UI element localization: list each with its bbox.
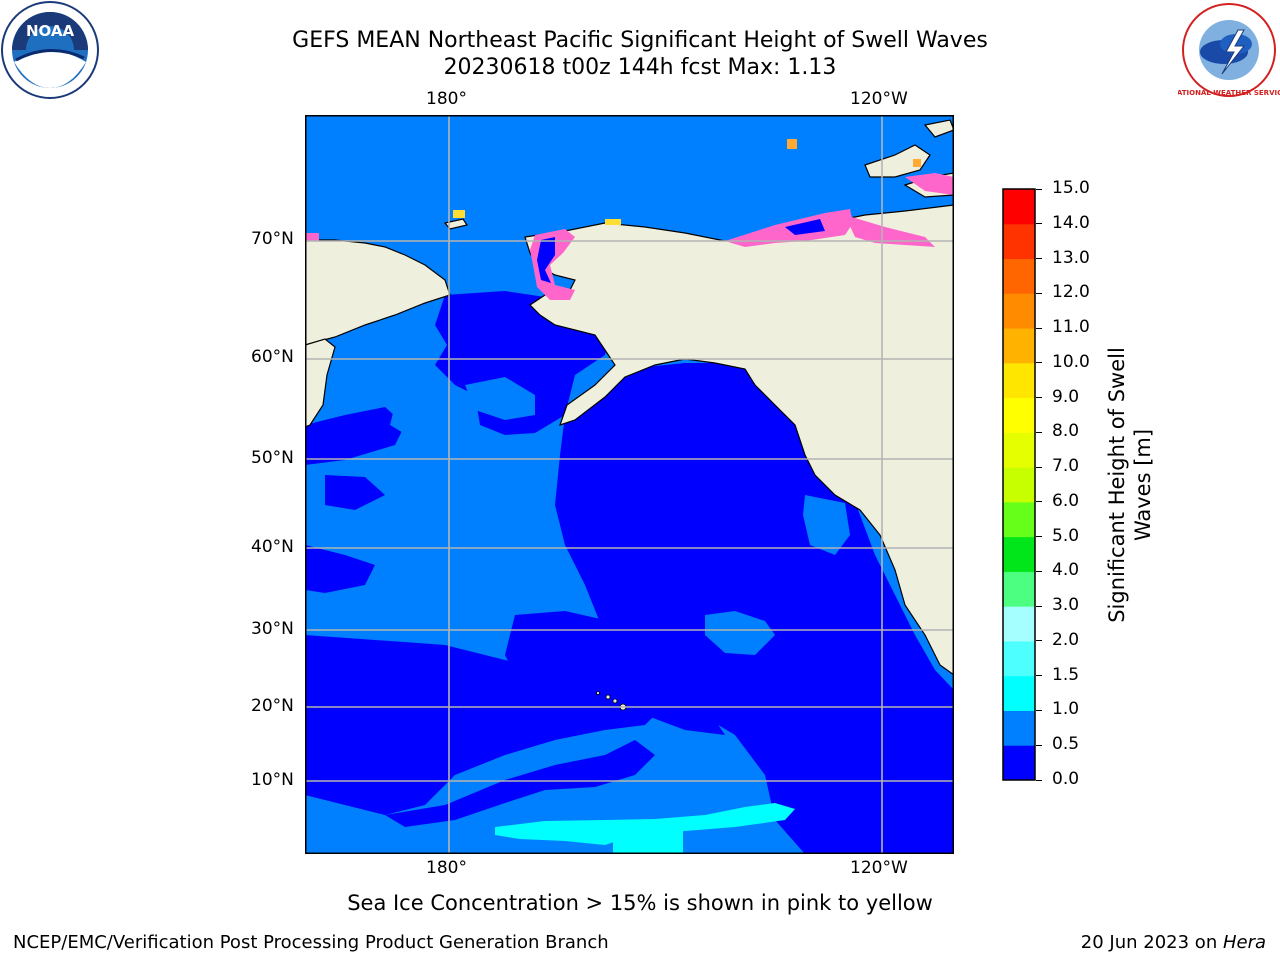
- sea-ice-regions: [305, 139, 954, 300]
- colorbar-tick-mark: [1036, 362, 1042, 364]
- footer-right: 20 Jun 2023 on Hera: [1081, 932, 1266, 953]
- land-masses: [305, 119, 954, 676]
- noaa-logo: NOAA: [1, 1, 99, 99]
- colorbar-tick-mark: [1036, 605, 1042, 607]
- colorbar-segment: [1003, 606, 1035, 642]
- lat-label-70n: 70°N: [251, 229, 294, 249]
- map-frame: [305, 115, 954, 854]
- colorbar-tick-label: 3.0: [1052, 595, 1080, 616]
- lon-label-bottom-120w: 120°W: [850, 858, 908, 878]
- nws-logo-text: NATIONAL WEATHER SERVICE: [1178, 89, 1280, 97]
- colorbar-segment: [1003, 189, 1035, 225]
- lon-label-bottom-180: 180°: [426, 858, 467, 878]
- colorbar-segment: [1003, 293, 1035, 329]
- lat-label-50n: 50°N: [251, 448, 294, 468]
- colorbar-tick-mark: [1036, 292, 1042, 294]
- colorbar-tick-mark: [1036, 397, 1042, 399]
- colorbar-tick-label: 1.0: [1052, 699, 1080, 720]
- plot-subtitle: 20230618 t00z 144h fcst Max: 1.13: [443, 55, 837, 80]
- colorbar-tick-mark: [1036, 223, 1042, 225]
- colorbar-tick-mark: [1036, 501, 1042, 503]
- lat-label-20n: 20°N: [251, 696, 294, 716]
- colorbar-tick-label: 9.0: [1052, 386, 1080, 407]
- colorbar-tick-label: 0.0: [1052, 769, 1080, 789]
- colorbar-tick-label: 8.0: [1052, 421, 1080, 442]
- colorbar-tick-label: 13.0: [1052, 247, 1090, 268]
- colorbar-tick-mark: [1036, 536, 1042, 538]
- colorbar-tick-label: 11.0: [1052, 317, 1090, 338]
- noaa-logo-text: NOAA: [26, 22, 75, 40]
- colorbar-tick-label: 7.0: [1052, 456, 1080, 477]
- colorbar-tick-mark: [1036, 188, 1042, 190]
- lat-label-60n: 60°N: [251, 347, 294, 367]
- colorbar-tick-mark: [1036, 675, 1042, 677]
- colorbar-tick-mark: [1036, 640, 1042, 642]
- colorbar-segment: [1003, 467, 1035, 503]
- colorbar-tick-mark: [1036, 258, 1042, 260]
- colorbar-tick-label: 12.0: [1052, 282, 1090, 303]
- colorbar-segment: [1003, 397, 1035, 433]
- colorbar-segment: [1003, 258, 1035, 294]
- colorbar-segment: [1003, 501, 1035, 538]
- lon-label-top-120w: 120°W: [850, 89, 908, 109]
- colorbar-segment: [1003, 571, 1035, 607]
- colorbar-tick-mark: [1036, 466, 1042, 468]
- colorbar-tick-mark: [1036, 431, 1042, 433]
- footer-left: NCEP/EMC/Verification Post Processing Pr…: [13, 932, 609, 953]
- colorbar-tick-label: 5.0: [1052, 525, 1080, 546]
- colorbar-segment: [1003, 432, 1035, 468]
- colorbar-tick-mark: [1036, 327, 1042, 329]
- colorbar-tick-label: 6.0: [1052, 490, 1080, 511]
- colorbar-title-line2: Waves [m]: [1131, 428, 1155, 542]
- nws-logo: NATIONAL WEATHER SERVICE: [1178, 3, 1280, 97]
- colorbar-tick-label: 15.0: [1052, 178, 1090, 198]
- colorbar-title-line1: Significant Height of Swell: [1105, 347, 1129, 623]
- sea-ice-caption: Sea Ice Concentration > 15% is shown in …: [347, 891, 933, 915]
- colorbar-tick-label: 1.5: [1052, 664, 1080, 685]
- colorbar-tick-label: 10.0: [1052, 351, 1090, 372]
- colorbar-segment: [1003, 223, 1035, 260]
- colorbar-tick-label: 14.0: [1052, 212, 1090, 233]
- colorbar-segment: [1003, 362, 1035, 399]
- colorbar-tick-label: 4.0: [1052, 560, 1080, 581]
- colorbar-tick-label: 2.0: [1052, 629, 1080, 650]
- colorbar-tick-mark: [1036, 570, 1042, 572]
- lat-label-30n: 30°N: [251, 619, 294, 639]
- colorbar-segment: [1003, 536, 1035, 572]
- lat-label-40n: 40°N: [251, 537, 294, 557]
- plot-title: GEFS MEAN Northeast Pacific Significant …: [292, 28, 988, 53]
- ocean-light-blue-patches: [390, 377, 850, 655]
- colorbar-tick-label: 0.5: [1052, 734, 1080, 755]
- colorbar: [1002, 188, 1036, 781]
- colorbar-tick-mark: [1036, 709, 1042, 711]
- footer-host: Hera: [1222, 932, 1266, 953]
- colorbar-title: Significant Height of Swell Waves [m]: [1104, 347, 1156, 623]
- colorbar-tick-mark: [1036, 744, 1042, 746]
- colorbar-segment: [1003, 745, 1035, 781]
- map-gridlines: [305, 115, 954, 854]
- ocean-cyan-regions: [495, 803, 795, 854]
- colorbar-segment: [1003, 328, 1035, 364]
- lat-label-10n: 10°N: [251, 770, 294, 790]
- map-panel: [305, 115, 954, 854]
- colorbar-tick-mark: [1036, 779, 1042, 781]
- colorbar-segment: [1003, 640, 1035, 677]
- colorbar-frame: [1002, 188, 1036, 781]
- colorbar-segment: [1003, 710, 1035, 746]
- footer-date: 20 Jun 2023 on: [1080, 932, 1223, 953]
- colorbar-segment: [1003, 675, 1035, 711]
- lon-label-top-180: 180°: [426, 89, 467, 109]
